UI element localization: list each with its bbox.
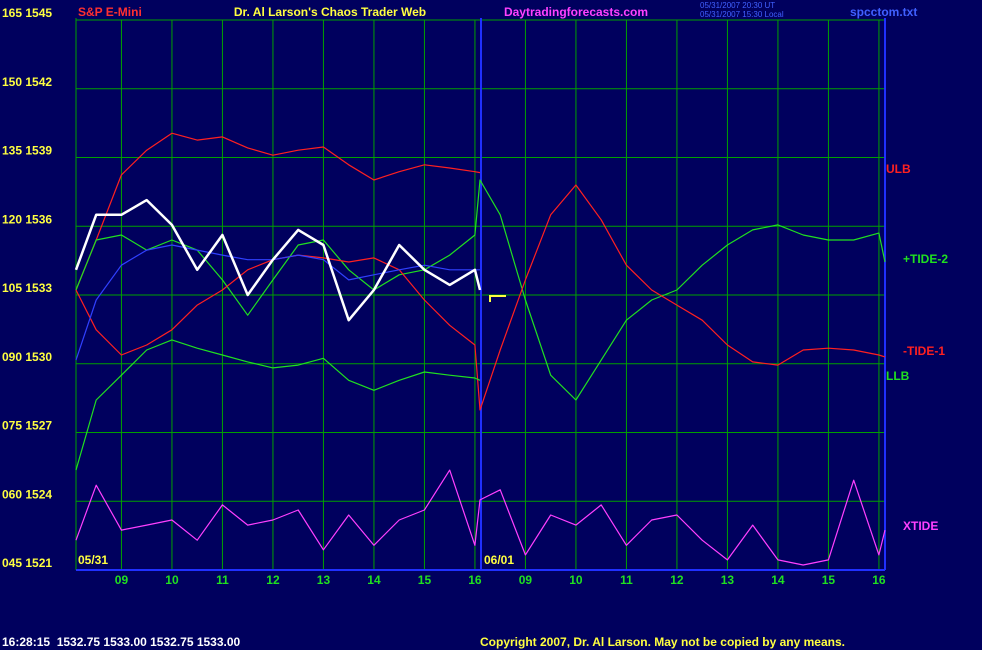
tide-line [75,179,886,401]
timestamp: 05/31/2007 20:30 UT [700,1,775,10]
x-tick-label: 16 [468,573,482,587]
x-tick-label: 09 [115,573,129,587]
y-tick-label: 090 1530 [2,350,52,364]
y-tick-label: 135 1539 [2,144,52,158]
x-tick-label: 14 [771,573,785,587]
x-tick-label: 11 [216,573,229,587]
cursor-marker [489,295,506,302]
x-tick-label: 16 [872,573,886,587]
x-tick-label: 10 [165,573,179,587]
y-tick-label: 075 1527 [2,419,52,433]
y-tick-label: 120 1536 [2,212,52,226]
site-name: Daytradingforecasts.com [504,5,648,19]
tide-line [75,132,481,291]
x-tick-label: 10 [569,573,583,587]
x-tick-label: 12 [266,573,280,587]
x-tick-label: 11 [620,573,633,587]
price-line [74,198,482,322]
y-tick-label: 060 1524 [2,487,52,501]
legend-label: XTIDE [903,519,938,533]
chart-title: S&P E-Mini [78,5,142,19]
x-tick-label: 15 [822,573,836,587]
file-name: spcctom.txt [850,5,917,19]
x-tick-label: 13 [317,573,331,587]
tide-line [75,184,886,411]
legend-label: ULB [886,162,911,176]
x-tick-label: 15 [418,573,432,587]
tide-line [75,339,481,471]
x-tick-label: 13 [721,573,735,587]
y-tick-label: 150 1542 [2,75,52,89]
x-tick-label: 09 [519,573,533,587]
day-label: 06/01 [484,553,514,567]
copyright: Copyright 2007, Dr. Al Larson. May not b… [480,635,845,649]
x-tick-label: 14 [367,573,381,587]
timestamp: 05/31/2007 15:30 Local [700,10,784,19]
legend-label: LLB [886,369,910,383]
y-tick-label: 165 1545 [2,6,52,20]
x-tick-label: 12 [670,573,684,587]
price-line [75,244,480,361]
y-tick-label: 045 1521 [2,556,52,570]
legend-label: -TIDE-1 [903,344,945,358]
chart-subtitle: Dr. Al Larson's Chaos Trader Web [234,5,426,19]
status-line: 16:28:15 1532.75 1533.00 1532.75 1533.00 [2,635,241,649]
day-label: 05/31 [78,553,108,567]
tide-line [75,469,886,566]
legend-label: +TIDE-2 [903,252,948,266]
y-tick-label: 105 1533 [2,281,52,295]
